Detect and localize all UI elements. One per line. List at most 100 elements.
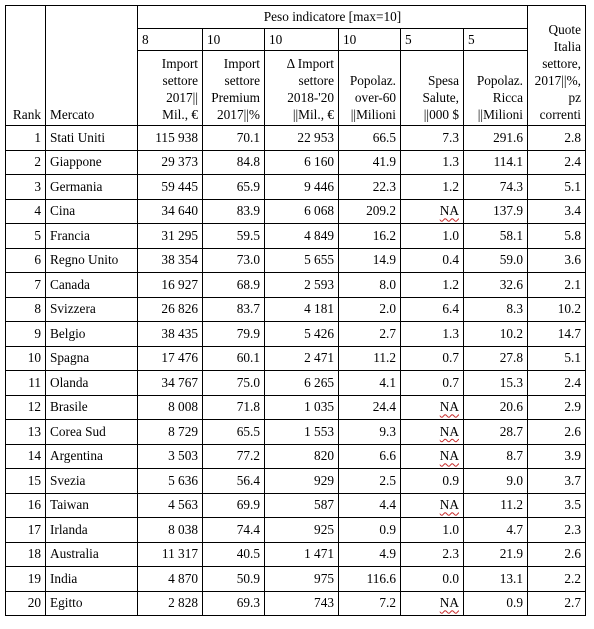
- import-premium-cell: 70.1: [202, 125, 265, 151]
- spesa-salute-cell: NA: [400, 443, 464, 469]
- quote-header-line: Quote: [548, 22, 582, 37]
- pop-over60-cell: 8.0: [338, 272, 401, 298]
- mercato-cell: Belgio: [45, 321, 138, 347]
- import-premium-cell: 83.7: [202, 296, 265, 322]
- mercato-cell: Francia: [45, 223, 138, 249]
- weight-cell: 10: [264, 28, 339, 51]
- mercato-cell: Australia: [45, 541, 138, 567]
- column-label-line: over-60: [354, 90, 396, 105]
- pop-ricca-cell: 9.0: [463, 468, 528, 494]
- pop-ricca-cell: 20.6: [463, 394, 528, 420]
- pop-ricca-cell: 8.3: [463, 296, 528, 322]
- pop-over60-cell: 24.4: [338, 394, 401, 420]
- quote-header-line: settore,: [542, 56, 581, 71]
- mercato-cell: Giappone: [45, 149, 138, 175]
- delta-import-cell: 743: [264, 590, 339, 616]
- spesa-salute-cell: 6.4: [400, 296, 464, 322]
- quota-italia-cell: 5.1: [527, 174, 586, 200]
- rank-cell: 6: [5, 247, 46, 273]
- table-row: 14 Argentina 3 503 77.2 820 6.6 NA 8.7 3.9: [5, 443, 586, 469]
- pop-ricca-cell: 32.6: [463, 272, 528, 298]
- na-value: NA: [439, 399, 459, 415]
- quote-header-line: pz: [568, 90, 581, 105]
- delta-import-cell: 6 160: [264, 149, 339, 175]
- column-label-line: Popolaz.: [476, 73, 523, 88]
- column-label-line: settore: [162, 73, 198, 88]
- weight-cell: 8: [137, 28, 203, 51]
- pop-over60-cell: 4.4: [338, 492, 401, 518]
- quota-italia-cell: 3.4: [527, 198, 586, 224]
- spesa-salute-cell: 0.0: [400, 566, 464, 592]
- import-premium-cell: 77.2: [202, 443, 265, 469]
- rank-cell: 10: [5, 345, 46, 371]
- delta-import-cell: 1 553: [264, 419, 339, 445]
- column-label: Import settore 2017|| Mil., €: [137, 50, 203, 126]
- pop-over60-cell: 41.9: [338, 149, 401, 175]
- quote-header-line: Italia: [553, 39, 581, 54]
- delta-import-cell: 5 655: [264, 247, 339, 273]
- quota-italia-cell: 3.5: [527, 492, 586, 518]
- delta-import-cell: 1 035: [264, 394, 339, 420]
- quota-italia-cell: 2.8: [527, 125, 586, 151]
- import-premium-cell: 60.1: [202, 345, 265, 371]
- mercato-cell: Corea Sud: [45, 419, 138, 445]
- column-label-line: 2017||%: [217, 107, 260, 122]
- column-label: Popolaz. over-60 ||Milioni: [338, 50, 401, 126]
- rank-cell: 7: [5, 272, 46, 298]
- spesa-salute-cell: 1.2: [400, 174, 464, 200]
- delta-import-cell: 4 181: [264, 296, 339, 322]
- pop-over60-cell: 22.3: [338, 174, 401, 200]
- pop-over60-cell: 4.9: [338, 541, 401, 567]
- ranking-table: Rank Mercato Peso indicatore [max=10] Qu…: [5, 5, 586, 616]
- quota-italia-cell: 10.2: [527, 296, 586, 322]
- table-row: 12 Brasile 8 008 71.8 1 035 24.4 NA 20.6 2.9: [5, 394, 586, 420]
- table-row: 3 Germania 59 445 65.9 9 446 22.3 1.2 74.3 5.1: [5, 174, 586, 200]
- mercato-cell: Svezia: [45, 468, 138, 494]
- spesa-salute-cell: 7.3: [400, 125, 464, 151]
- na-value: NA: [439, 448, 459, 464]
- pop-ricca-cell: 8.7: [463, 443, 528, 469]
- pop-ricca-cell: 4.7: [463, 517, 528, 543]
- pop-ricca-cell: 21.9: [463, 541, 528, 567]
- table-row: 20 Egitto 2 828 69.3 743 7.2 NA 0.9 2.7: [5, 590, 586, 616]
- quote-header-line: 2017||%,: [534, 73, 581, 88]
- import-premium-cell: 68.9: [202, 272, 265, 298]
- pop-over60-cell: 14.9: [338, 247, 401, 273]
- import-2017-cell: 11 317: [137, 541, 203, 567]
- rank-cell: 16: [5, 492, 46, 518]
- import-2017-cell: 38 354: [137, 247, 203, 273]
- import-2017-cell: 115 938: [137, 125, 203, 151]
- rank-cell: 2: [5, 149, 46, 175]
- pop-over60-cell: 2.0: [338, 296, 401, 322]
- rank-cell: 14: [5, 443, 46, 469]
- rank-cell: 15: [5, 468, 46, 494]
- rank-cell: 20: [5, 590, 46, 616]
- quota-italia-cell: 5.1: [527, 345, 586, 371]
- delta-import-cell: 22 953: [264, 125, 339, 151]
- pop-ricca-cell: 0.9: [463, 590, 528, 616]
- delta-import-cell: 6 265: [264, 370, 339, 396]
- pop-over60-cell: 11.2: [338, 345, 401, 371]
- import-premium-cell: 83.9: [202, 198, 265, 224]
- rank-cell: 11: [5, 370, 46, 396]
- import-premium-cell: 65.5: [202, 419, 265, 445]
- column-label-line: 2017||: [166, 90, 198, 105]
- weight-cell: 10: [338, 28, 401, 51]
- import-2017-cell: 38 435: [137, 321, 203, 347]
- mercato-cell: Spagna: [45, 345, 138, 371]
- quota-italia-cell: 2.4: [527, 149, 586, 175]
- delta-import-cell: 2 593: [264, 272, 339, 298]
- import-2017-cell: 34 640: [137, 198, 203, 224]
- mercato-header-label: Mercato: [50, 107, 95, 122]
- column-label-line: Salute,: [422, 90, 459, 105]
- spesa-salute-cell: 1.0: [400, 223, 464, 249]
- table-row: 7 Canada 16 927 68.9 2 593 8.0 1.2 32.6 2.1: [5, 272, 586, 298]
- group-title: Peso indicatore [max=10]: [137, 5, 528, 29]
- import-2017-cell: 29 373: [137, 149, 203, 175]
- pop-ricca-cell: 58.1: [463, 223, 528, 249]
- pop-over60-cell: 116.6: [338, 566, 401, 592]
- pop-over60-cell: 66.5: [338, 125, 401, 151]
- import-2017-cell: 8 729: [137, 419, 203, 445]
- mercato-cell: Svizzera: [45, 296, 138, 322]
- import-premium-cell: 56.4: [202, 468, 265, 494]
